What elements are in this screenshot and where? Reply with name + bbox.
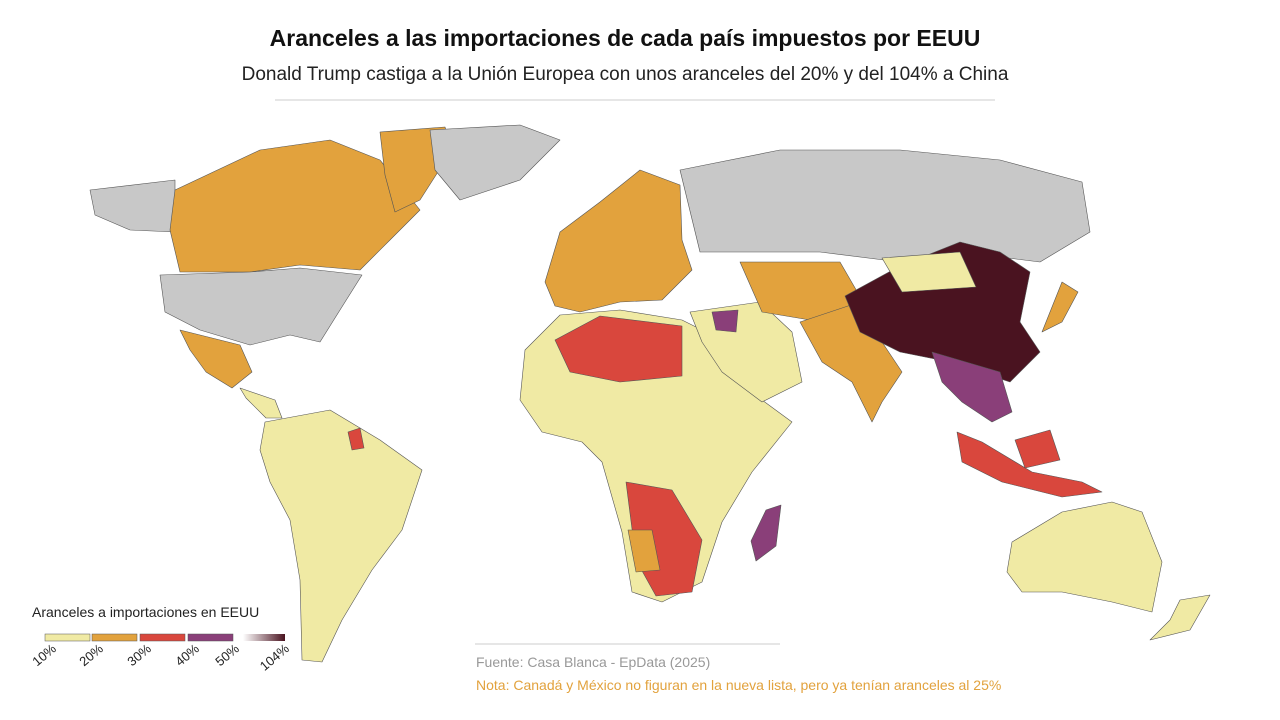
title: Aranceles a las importaciones de cada pa… — [270, 25, 981, 51]
legend-label: 10% — [29, 641, 59, 669]
legend-swatch — [91, 633, 138, 642]
legend-label: 30% — [124, 641, 154, 669]
legend-swatch — [243, 634, 285, 641]
legend-label: 40% — [172, 641, 202, 669]
source: Fuente: Casa Blanca - EpData (2025) — [476, 654, 710, 670]
legend-label: 104% — [257, 641, 292, 674]
legend-swatch — [187, 633, 234, 642]
legend-label: 20% — [76, 641, 106, 669]
legend-swatch — [44, 633, 91, 642]
note: Nota: Canadá y México no figuran en la n… — [476, 677, 1001, 693]
legend-swatch — [139, 633, 186, 642]
legend-title: Aranceles a importaciones en EEUU — [32, 604, 259, 620]
subtitle: Donald Trump castiga a la Unión Europea … — [242, 64, 1009, 85]
legend: 10% 20% 30% 40% 50% 104% — [29, 633, 292, 674]
world-map — [89, 124, 1211, 663]
legend-label: 50% — [212, 641, 242, 669]
